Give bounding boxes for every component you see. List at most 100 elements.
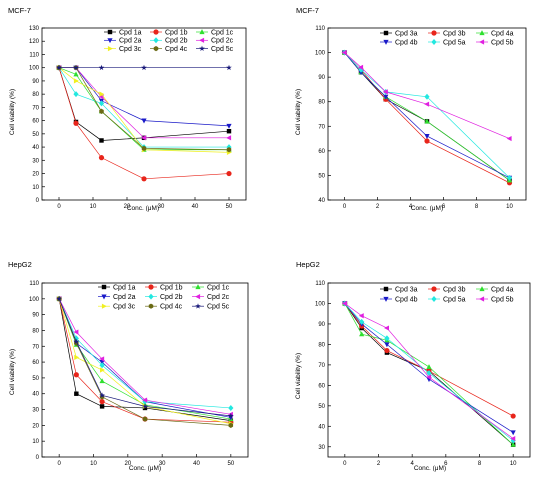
data-point <box>384 347 390 354</box>
legend-entry: Cpd 4a <box>476 286 514 293</box>
series-cpd-5b <box>341 300 516 442</box>
x-tick-label: 50 <box>226 204 233 210</box>
y-axis-label: Cell viability (%) <box>295 89 302 135</box>
series-cpd-5c <box>56 64 232 71</box>
data-point <box>99 362 105 369</box>
data-point <box>142 403 148 409</box>
legend-label: Cpd 3b <box>443 286 466 293</box>
y-tick-label: 30 <box>318 445 325 451</box>
data-point <box>73 64 79 71</box>
legend-entry: Cpd 1c <box>192 284 230 291</box>
y-tick-label: 50 <box>32 376 39 382</box>
legend-label: Cpd 2c <box>211 38 234 45</box>
legend-entry: Cpd 4c <box>145 303 183 311</box>
y-tick-label: 70 <box>32 105 39 111</box>
legend-label: Cpd 1c <box>207 284 230 291</box>
legend-label: Cpd 5a <box>443 39 466 46</box>
data-point <box>141 118 147 124</box>
legend-marker <box>153 37 159 44</box>
data-point <box>73 335 79 342</box>
y-tick-label: 40 <box>318 198 325 204</box>
legend-entry: Cpd 4c <box>150 46 188 53</box>
data-point <box>99 399 105 405</box>
legend-marker <box>101 303 107 309</box>
legend-label: Cpd 4c <box>165 46 188 53</box>
y-tick-label: 0 <box>36 198 40 204</box>
legend-entry: Cpd 1c <box>196 29 234 36</box>
data-point <box>424 118 430 124</box>
y-tick-label: 0 <box>36 455 40 461</box>
legend-marker <box>431 30 437 36</box>
legend-marker <box>199 37 205 43</box>
chart-hepg2-compounds-3a-5b: HepG2 Conc. (μM) Cell viability (%) 3040… <box>295 260 531 472</box>
legend-label: Cpd 5b <box>491 296 514 303</box>
y-tick-label: 100 <box>315 51 326 57</box>
legend-entry: Cpd 1b <box>145 284 183 291</box>
y-tick-label: 100 <box>29 66 40 72</box>
legend-marker <box>107 46 113 52</box>
y-tick-label: 50 <box>318 404 325 410</box>
x-tick-label: 6 <box>444 461 448 467</box>
legend-label: Cpd 4b <box>395 39 418 46</box>
legend-entry: Cpd 5b <box>476 296 514 303</box>
y-tick-label: 20 <box>32 172 39 178</box>
data-point <box>426 370 432 377</box>
y-tick-label: 40 <box>32 145 39 151</box>
data-point <box>506 135 512 142</box>
series-line <box>344 52 510 179</box>
data-point <box>99 138 104 143</box>
series-cpd-5a <box>341 49 513 181</box>
y-tick-label: 80 <box>318 342 325 348</box>
data-point <box>141 135 147 141</box>
y-tick-label: 60 <box>318 383 325 389</box>
legend-marker <box>195 284 201 290</box>
plot-frame <box>327 27 527 201</box>
legend-marker <box>383 30 389 36</box>
data-point <box>358 64 364 70</box>
legend-entry: Cpd 3c <box>98 303 136 311</box>
data-point <box>98 155 105 161</box>
x-tick-label: 2 <box>377 461 381 467</box>
data-point <box>510 413 516 419</box>
series-cpd-5a <box>342 300 516 444</box>
chart-title: MCF-7 <box>8 6 31 15</box>
legend-marker <box>195 303 201 309</box>
plot-frame <box>41 27 247 201</box>
legend-entry: Cpd 4b <box>380 296 418 303</box>
plot-frame <box>41 282 249 458</box>
data-point <box>383 94 389 100</box>
legend-marker <box>383 286 389 292</box>
legend-entry: Cpd 3b <box>428 30 466 37</box>
legend-marker <box>153 29 159 35</box>
data-point <box>382 89 388 95</box>
data-point <box>359 318 365 325</box>
y-tick-label: 10 <box>32 185 39 191</box>
data-point <box>99 356 105 362</box>
series-line <box>59 67 230 127</box>
x-tick-label: 0 <box>343 204 347 210</box>
data-point <box>506 174 513 181</box>
data-point <box>99 91 105 97</box>
data-point <box>228 404 234 411</box>
y-tick-label: 120 <box>29 39 40 45</box>
legend: Cpd 3a Cpd 3b Cpd 4a Cpd 4b Cpd 5a Cpd 5b <box>380 30 514 46</box>
legend-entry: Cpd 3a <box>380 286 418 293</box>
y-axis-label: Cell viability (%) <box>9 89 16 135</box>
x-tick-label: 0 <box>343 461 347 467</box>
y-tick-label: 40 <box>318 424 325 430</box>
legend-label: Cpd 5c <box>207 304 230 311</box>
x-axis-label: Conc. (μM) <box>411 205 443 212</box>
data-point <box>73 71 79 77</box>
legend-entry: Cpd 5c <box>196 45 234 53</box>
legend-label: Cpd 3b <box>443 30 466 37</box>
data-point <box>424 138 430 144</box>
x-tick-label: 30 <box>159 461 166 467</box>
x-axis-label: Conc. (μM) <box>129 465 161 472</box>
data-point <box>99 378 105 384</box>
x-tick-label: 2 <box>376 204 380 210</box>
data-point <box>73 91 79 98</box>
legend-label: Cpd 4a <box>491 30 514 37</box>
data-point <box>142 405 148 411</box>
